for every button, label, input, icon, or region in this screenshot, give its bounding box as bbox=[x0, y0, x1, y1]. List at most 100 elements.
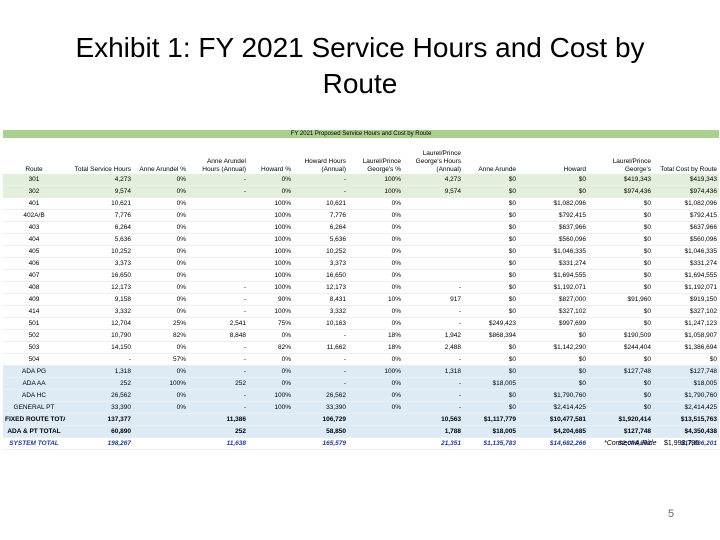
table-cell: 0% bbox=[133, 185, 188, 198]
table-cell: $1,082,096 bbox=[518, 197, 588, 210]
table-cell: 2,488 bbox=[403, 341, 463, 354]
table-cell: $249,423 bbox=[463, 317, 518, 330]
table-cell: 10,621 bbox=[293, 197, 348, 210]
table-cell bbox=[403, 257, 463, 270]
table-cell: 0% bbox=[133, 233, 188, 246]
table-cell: $1,694,555 bbox=[518, 269, 588, 282]
table-cell: 106,729 bbox=[293, 413, 348, 426]
table-cell: $0 bbox=[518, 185, 588, 198]
table-cell: - bbox=[403, 389, 463, 402]
table-cell: 1,942 bbox=[403, 329, 463, 342]
table-row: 301 4,273 0% -0% -100% 4,273 $0 $0 $419,343 $419,… bbox=[3, 174, 719, 186]
table-cell: 0% bbox=[248, 185, 293, 198]
table-cell bbox=[188, 197, 248, 210]
table-cell: 0% bbox=[348, 281, 403, 294]
table-row: SYSTEM TOTAL 198,267 11,638 165,579 21,351 $1… bbox=[3, 437, 719, 450]
table-cell: $868,394 bbox=[463, 329, 518, 342]
table-cell: 18% bbox=[348, 329, 403, 342]
column-header: Howard bbox=[563, 166, 586, 173]
table-cell: $0 bbox=[588, 221, 653, 234]
table-cell: - bbox=[403, 401, 463, 414]
table-row: 405 10,252 0% 100% 10,252 0% $0 $1,046,335 $0 $1,… bbox=[3, 245, 719, 258]
table-cell: 403 bbox=[3, 221, 65, 234]
table-cell: ADA HC bbox=[3, 389, 65, 402]
table-cell bbox=[133, 413, 188, 426]
table-cell: 7,776 bbox=[65, 209, 133, 222]
table-cell: $0 bbox=[463, 221, 518, 234]
table-cell: 11,386 bbox=[188, 413, 248, 426]
table-cell: 0% bbox=[133, 365, 188, 378]
note: *Connect-A-Ride bbox=[604, 440, 657, 447]
table-cell: $0 bbox=[588, 209, 653, 222]
table-cell: $792,415 bbox=[653, 209, 719, 222]
table-cell: 82% bbox=[133, 329, 188, 342]
table-cell: $2,414,425 bbox=[653, 401, 719, 414]
table-cell: $18,005 bbox=[463, 425, 518, 438]
table-cell: $0 bbox=[463, 353, 518, 366]
table-cell: 165,579 bbox=[293, 437, 348, 450]
table-cell: $637,966 bbox=[518, 221, 588, 234]
table-cell: $997,699 bbox=[518, 317, 588, 330]
table-cell: $419,343 bbox=[653, 174, 719, 186]
table-cell: 100% bbox=[248, 281, 293, 294]
table-row: ADA PG 1,318 0% -0% -100% 1,318 $0 $0 $127,748 $1… bbox=[3, 365, 719, 378]
table-cell: 60,890 bbox=[65, 425, 133, 438]
table-cell: 137,377 bbox=[65, 413, 133, 426]
table-cell: 0% bbox=[348, 305, 403, 318]
table-cell: $0 bbox=[653, 353, 719, 366]
table-cell: 26,562 bbox=[65, 389, 133, 402]
table-cell: $0 bbox=[588, 269, 653, 282]
table-cell bbox=[403, 221, 463, 234]
table-cell: 21,351 bbox=[403, 437, 463, 450]
table-cell: 0% bbox=[248, 377, 293, 390]
table-cell: - bbox=[403, 377, 463, 390]
table-cell: 100% bbox=[248, 221, 293, 234]
table-cell bbox=[188, 257, 248, 270]
table-cell: 8,431 bbox=[293, 293, 348, 306]
table-cell: 90% bbox=[248, 293, 293, 306]
table-cell: 12,173 bbox=[293, 281, 348, 294]
table-cell: $331,274 bbox=[653, 257, 719, 270]
table-cell: 0% bbox=[133, 341, 188, 354]
table-cell: 0% bbox=[133, 269, 188, 282]
table-row: 406 3,373 0% 100% 3,373 0% $0 $331,274 $0 $331,27… bbox=[3, 257, 719, 270]
cost-table: Route Total Service Hours Anne Arundel % An… bbox=[3, 138, 719, 450]
table-cell: SYSTEM TOTAL bbox=[3, 437, 65, 450]
table-cell: $0 bbox=[588, 377, 653, 390]
table-cell: 9,574 bbox=[403, 185, 463, 198]
table-cell: 0% bbox=[248, 353, 293, 366]
table-cell: 302 bbox=[3, 185, 65, 198]
table-row: 402A/B 7,776 0% 100% 7,776 0% $0 $792,415 $0 $792… bbox=[3, 209, 719, 222]
table-cell: 0% bbox=[248, 174, 293, 186]
table-cell: 504 bbox=[3, 353, 65, 366]
table-cell: $0 bbox=[463, 209, 518, 222]
column-header: Howard % bbox=[261, 166, 291, 173]
table-cell: $1,058,907 bbox=[653, 329, 719, 342]
table-cell: 100% bbox=[248, 245, 293, 258]
table-cell: 409 bbox=[3, 293, 65, 306]
table-cell: $127,748 bbox=[588, 425, 653, 438]
table-cell: 7,776 bbox=[293, 209, 348, 222]
table-cell: 252 bbox=[65, 377, 133, 390]
table-cell: 4,273 bbox=[65, 174, 133, 186]
table-cell: $2,048,202 bbox=[588, 437, 653, 450]
table-cell: - bbox=[188, 389, 248, 402]
table-cell: 33,390 bbox=[293, 401, 348, 414]
table-cell: 100% bbox=[248, 389, 293, 402]
table-cell: 12,173 bbox=[65, 281, 133, 294]
column-header: Anne Arunde bbox=[478, 166, 516, 173]
table-cell: $1,117,779 bbox=[463, 413, 518, 426]
table-cell: - bbox=[293, 185, 348, 198]
table-cell: $0 bbox=[463, 401, 518, 414]
table-cell: $1,135,783 bbox=[463, 437, 518, 450]
table-cell: 401 bbox=[3, 197, 65, 210]
table-cell bbox=[348, 437, 403, 450]
table-caption: FY 2021 Proposed Service Hours and Cost … bbox=[3, 130, 719, 138]
table-cell: $0 bbox=[588, 245, 653, 258]
table-cell: 1,788 bbox=[403, 425, 463, 438]
table-wrap: FY 2021 Proposed Service Hours and Cost … bbox=[3, 130, 719, 450]
slide-title: Exhibit 1: FY 2021 Service Hours and Cos… bbox=[75, 32, 645, 99]
table-cell: - bbox=[293, 377, 348, 390]
table-cell: ADA PG bbox=[3, 365, 65, 378]
table-cell: $0 bbox=[463, 305, 518, 318]
